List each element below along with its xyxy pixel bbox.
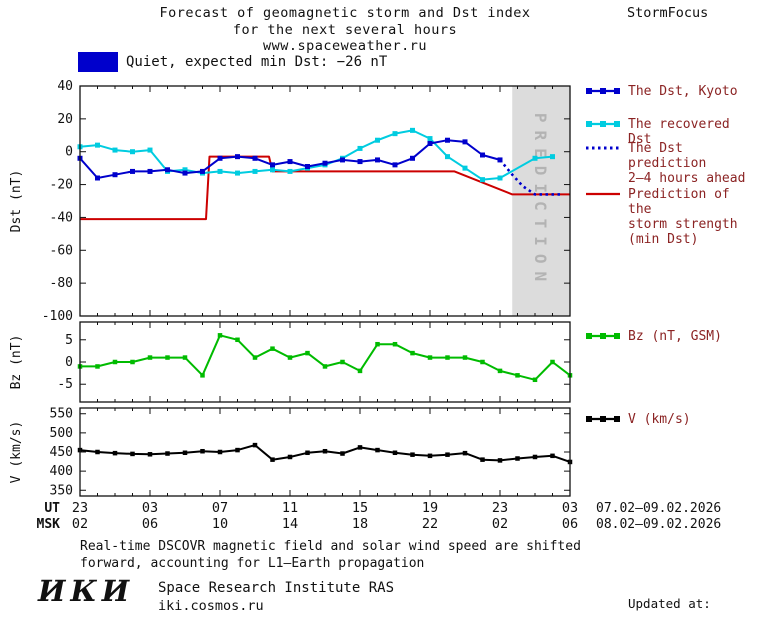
svg-text:15: 15 xyxy=(352,500,368,516)
svg-text:450: 450 xyxy=(50,445,73,460)
svg-text:0: 0 xyxy=(65,355,73,370)
legend-label: 2–4 hours ahead xyxy=(628,171,746,186)
legend-label: storm strength xyxy=(628,217,738,232)
svg-text:5: 5 xyxy=(65,333,73,348)
dst-kyoto-legend-marker-icon xyxy=(586,88,620,94)
svg-text:14: 14 xyxy=(282,516,298,532)
legend-item-storm-strength: Prediction of the storm strength (min Ds… xyxy=(586,187,760,247)
svg-text:MSK: MSK xyxy=(37,517,61,532)
svg-text:22: 22 xyxy=(422,516,438,532)
svg-text:-40: -40 xyxy=(50,210,73,225)
svg-text:-5: -5 xyxy=(57,377,73,392)
svg-text:PREDICTION: PREDICTION xyxy=(531,113,550,289)
svg-text:07: 07 xyxy=(212,500,228,516)
institute-name: Space Research Institute RAS xyxy=(158,580,395,596)
storm-strength-legend-marker-icon xyxy=(586,192,620,196)
svg-text:03: 03 xyxy=(562,500,578,516)
title-line-2: for the next several hours xyxy=(232,21,458,38)
legend-item-v: V (km/s) xyxy=(586,412,691,427)
svg-text:07.02–09.02.2026: 07.02–09.02.2026 xyxy=(596,501,721,516)
svg-text:10: 10 xyxy=(212,516,228,532)
legend-label: Prediction of the xyxy=(628,187,730,217)
note-line-2: forward, accounting for L1–Earth propaga… xyxy=(80,556,425,571)
dst-prediction-legend-marker-icon xyxy=(586,146,620,150)
legend-item-dst-kyoto: The Dst, Kyoto xyxy=(586,84,738,99)
legend-label: V (km/s) xyxy=(628,412,691,427)
legend-label: (min Dst) xyxy=(628,232,699,247)
v-legend-marker-icon xyxy=(586,416,620,422)
svg-text:18: 18 xyxy=(352,516,368,532)
svg-text:V (km/s): V (km/s) xyxy=(9,421,24,484)
svg-text:06: 06 xyxy=(142,516,158,532)
svg-text:400: 400 xyxy=(50,464,73,479)
svg-text:-80: -80 xyxy=(50,276,73,291)
legend-label: The Dst, Kyoto xyxy=(628,84,738,99)
brand-stormfocus: StormFocus xyxy=(627,5,709,21)
svg-text:Dst (nT): Dst (nT) xyxy=(9,170,24,233)
svg-text:UT: UT xyxy=(44,501,60,516)
updated-at-block: Updated at: UT 23:05, 08.02.2026 MSK 02:… xyxy=(604,564,760,620)
legend-label: The recovered Dst xyxy=(628,117,730,147)
legend-label: The Dst prediction xyxy=(628,141,707,171)
title-line-1: Forecast of geomagnetic storm and Dst in… xyxy=(159,5,531,21)
recovered-dst-legend-marker-icon xyxy=(586,121,620,127)
status-label: Quiet, expected min Dst: −26 nT xyxy=(126,54,388,70)
note-line-1: Real-time DSCOVR magnetic field and sola… xyxy=(80,539,581,554)
svg-text:03: 03 xyxy=(142,500,158,516)
svg-text:06: 06 xyxy=(562,516,578,532)
svg-text:350: 350 xyxy=(50,483,73,498)
storm-status: Quiet, expected min Dst: −26 nT xyxy=(78,52,387,72)
svg-text:0: 0 xyxy=(65,145,73,160)
forecast-chart: PREDICTION 40 20 0 -20 -40 -60 -80 -100 Dst (nT) 5… xyxy=(9,79,721,532)
svg-text:02: 02 xyxy=(72,516,88,532)
institute-url: iki.cosmos.ru xyxy=(158,598,264,614)
svg-text:-20: -20 xyxy=(50,178,73,193)
bz-legend-marker-icon xyxy=(586,333,620,339)
status-color-swatch xyxy=(78,52,118,72)
svg-text:23: 23 xyxy=(72,500,88,516)
svg-text:40: 40 xyxy=(57,79,73,94)
legend-item-bz: Bz (nT, GSM) xyxy=(586,329,722,344)
legend-item-recovered-dst: The recovered Dst xyxy=(586,117,760,147)
svg-text:23: 23 xyxy=(492,500,508,516)
svg-text:-60: -60 xyxy=(50,243,73,258)
legend-label: Bz (nT, GSM) xyxy=(628,329,722,344)
svg-text:Bz (nT): Bz (nT) xyxy=(9,335,24,390)
page-title: Forecast of geomagnetic storm and Dst in… xyxy=(0,5,690,55)
svg-text:500: 500 xyxy=(50,426,73,441)
svg-text:-100: -100 xyxy=(42,309,73,324)
updated-at-heading: Updated at: xyxy=(628,596,711,611)
site-url: www.spaceweather.ru xyxy=(263,38,427,54)
svg-text:19: 19 xyxy=(422,500,438,516)
svg-text:11: 11 xyxy=(282,500,298,516)
legend-item-dst-prediction: The Dst prediction 2–4 hours ahead xyxy=(586,141,760,186)
propagation-note: Real-time DSCOVR magnetic field and sola… xyxy=(80,538,581,572)
iki-logo: ИКИ xyxy=(38,574,135,608)
svg-text:02: 02 xyxy=(492,516,508,532)
svg-text:20: 20 xyxy=(57,112,73,127)
svg-text:550: 550 xyxy=(50,407,73,422)
svg-text:08.02–09.02.2026: 08.02–09.02.2026 xyxy=(596,517,721,532)
